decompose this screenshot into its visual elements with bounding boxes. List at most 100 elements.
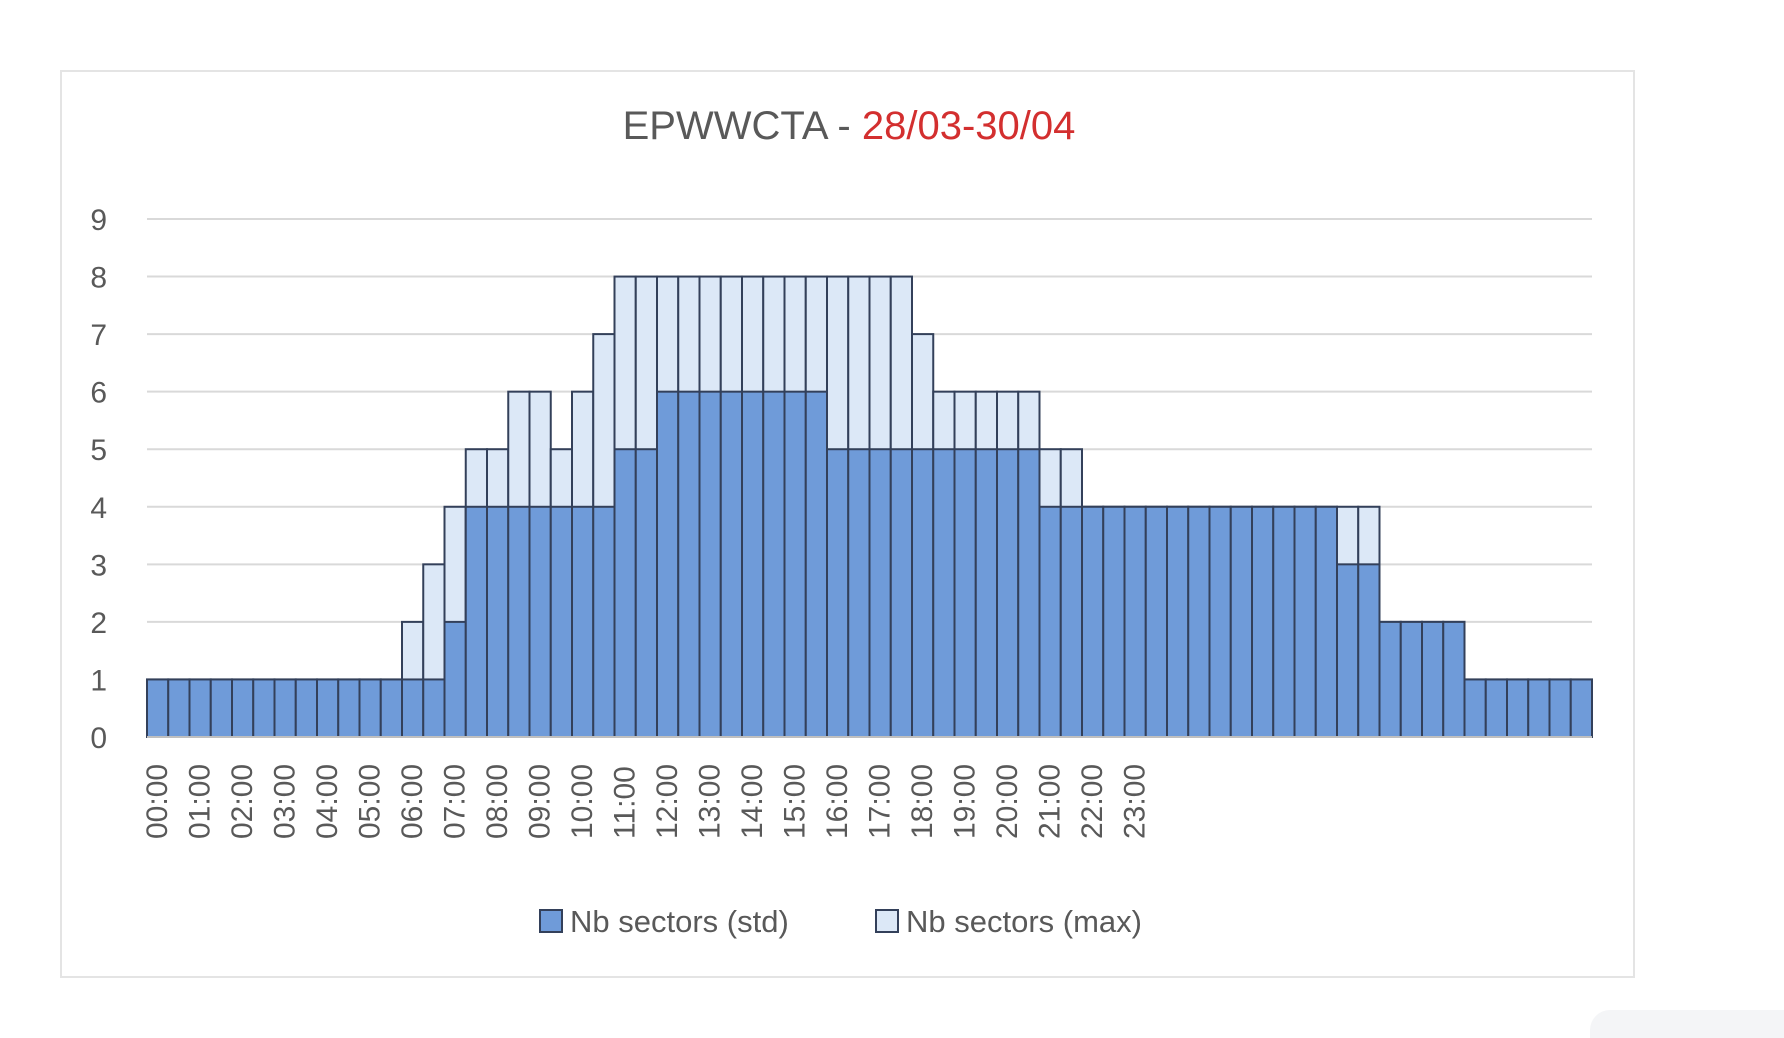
y-tick-label: 2 bbox=[90, 607, 107, 640]
y-tick-label: 6 bbox=[90, 377, 107, 410]
bar-std bbox=[911, 448, 935, 738]
y-tick-label: 9 bbox=[90, 204, 107, 237]
bar-std bbox=[1144, 505, 1168, 738]
bar-std bbox=[401, 678, 425, 739]
bar-std bbox=[741, 390, 765, 738]
x-tick-label: 08:00 bbox=[481, 764, 514, 839]
y-tick-label: 5 bbox=[90, 434, 107, 467]
bar-std bbox=[847, 448, 871, 738]
bar-std bbox=[294, 678, 318, 739]
bar-std bbox=[1187, 505, 1211, 738]
x-axis-ticks: 00:00 01:00 02:00 03:00 04:00 05:00 06:00 07:00… bbox=[141, 764, 1152, 839]
x-tick-label: 14:00 bbox=[736, 764, 769, 839]
bar-std bbox=[549, 505, 573, 738]
legend: Nb sectors (std) Nb sectors (max) bbox=[539, 904, 1142, 939]
bar-std bbox=[1166, 505, 1190, 738]
chart-title: EPWWCTA - 28/03-30/04 bbox=[623, 104, 1076, 148]
bar-std bbox=[337, 678, 361, 739]
bar-std bbox=[656, 390, 680, 738]
y-tick-label: 4 bbox=[90, 492, 107, 525]
bar-std bbox=[528, 505, 552, 738]
bar-std bbox=[1569, 678, 1593, 739]
x-tick-label: 20:00 bbox=[991, 764, 1024, 839]
bar-std bbox=[1229, 505, 1253, 738]
bar-std bbox=[1463, 678, 1487, 739]
bar-std bbox=[1399, 620, 1423, 739]
bar-std bbox=[1038, 505, 1062, 738]
x-tick-label: 06:00 bbox=[396, 764, 429, 839]
chart-frame: EPWWCTA - 28/03-30/04 0 1 2 3 4 5 6 7 8 9 00:00 01… bbox=[60, 70, 1635, 978]
bar-std bbox=[486, 505, 510, 738]
bar-std bbox=[571, 505, 595, 738]
background-panel-corner bbox=[1590, 1010, 1784, 1038]
x-tick-label: 19:00 bbox=[949, 764, 982, 839]
bar-std bbox=[1336, 563, 1360, 739]
bar-std bbox=[316, 678, 340, 739]
x-tick-label: 13:00 bbox=[694, 764, 727, 839]
bar-std bbox=[783, 390, 807, 738]
x-tick-label: 15:00 bbox=[779, 764, 812, 839]
x-tick-label: 10:00 bbox=[566, 764, 599, 839]
y-tick-label: 7 bbox=[90, 319, 107, 352]
x-tick-label: 22:00 bbox=[1076, 764, 1109, 839]
bar-std bbox=[188, 678, 212, 739]
x-tick-label: 21:00 bbox=[1034, 764, 1067, 839]
x-tick-label: 03:00 bbox=[269, 764, 302, 839]
bar-std bbox=[1442, 620, 1466, 739]
bar-std bbox=[1421, 620, 1445, 739]
y-tick-label: 1 bbox=[90, 664, 107, 697]
bar-std bbox=[889, 448, 913, 738]
bar-std bbox=[974, 448, 998, 738]
bar-std bbox=[1527, 678, 1551, 739]
bar-std bbox=[719, 390, 743, 738]
y-tick-label: 8 bbox=[90, 262, 107, 295]
y-tick-label: 0 bbox=[90, 722, 107, 755]
bar-std bbox=[209, 678, 233, 739]
bar-std bbox=[1506, 678, 1530, 739]
bar-std bbox=[358, 678, 382, 739]
bar-std bbox=[443, 620, 467, 739]
legend-swatch-max bbox=[875, 909, 899, 933]
bar-std bbox=[804, 390, 828, 738]
bar-std bbox=[1251, 505, 1275, 738]
chart-title-dates: 28/03-30/04 bbox=[862, 104, 1076, 148]
bar-std bbox=[953, 448, 977, 738]
y-axis-ticks: 0 1 2 3 4 5 6 7 8 9 bbox=[90, 204, 107, 755]
y-tick-label: 3 bbox=[90, 549, 107, 582]
x-tick-label: 05:00 bbox=[354, 764, 387, 839]
x-tick-label: 18:00 bbox=[906, 764, 939, 839]
x-tick-label: 17:00 bbox=[864, 764, 897, 839]
bar-std bbox=[464, 505, 488, 738]
bar-std bbox=[252, 678, 276, 739]
x-tick-label: 12:00 bbox=[651, 764, 684, 839]
bar-std bbox=[167, 678, 191, 739]
bar-std bbox=[231, 678, 255, 739]
bar-std bbox=[1314, 505, 1338, 738]
x-tick-label: 09:00 bbox=[524, 764, 557, 839]
bar-std bbox=[1208, 505, 1232, 738]
bar-std bbox=[1548, 678, 1572, 739]
bar-std bbox=[1017, 448, 1041, 738]
chart-title-prefix: EPWWCTA - bbox=[623, 104, 862, 148]
bar-std bbox=[507, 505, 531, 738]
x-tick-label: 04:00 bbox=[311, 764, 344, 839]
x-tick-label: 02:00 bbox=[226, 764, 259, 839]
bar-std bbox=[868, 448, 892, 738]
x-tick-label: 23:00 bbox=[1119, 764, 1152, 839]
bar-std bbox=[592, 505, 616, 738]
legend-label-max: Nb sectors (max) bbox=[906, 904, 1142, 939]
x-tick-label: 01:00 bbox=[184, 764, 217, 839]
bar-std bbox=[1378, 620, 1402, 739]
bar-std bbox=[677, 390, 701, 738]
x-tick-label: 07:00 bbox=[439, 764, 472, 839]
bar-std bbox=[1081, 505, 1105, 738]
bar-std bbox=[379, 678, 403, 739]
bar-std bbox=[762, 390, 786, 738]
bar-std bbox=[1293, 505, 1317, 738]
legend-label-std: Nb sectors (std) bbox=[570, 904, 789, 939]
bar-std bbox=[1102, 505, 1126, 738]
bar-std bbox=[273, 678, 297, 739]
bar-std bbox=[613, 448, 637, 738]
bar-std bbox=[826, 448, 850, 738]
bar-std bbox=[932, 448, 956, 738]
